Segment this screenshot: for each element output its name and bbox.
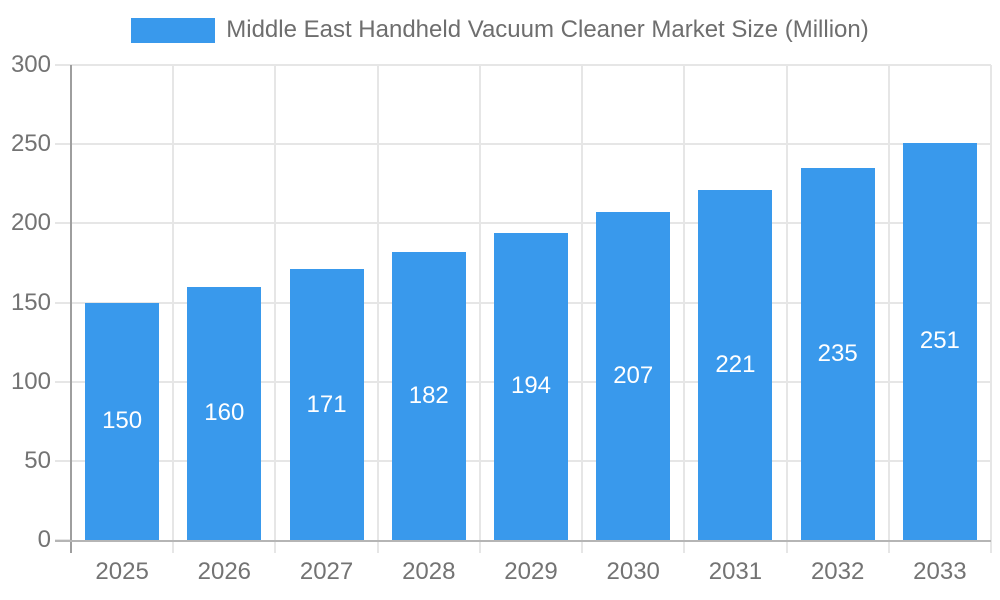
gridline-x-5 bbox=[581, 65, 584, 553]
x-axis-label-2025: 2025 bbox=[95, 558, 149, 585]
y-axis-label-300: 300 bbox=[10, 51, 51, 78]
bar-2025[interactable] bbox=[85, 302, 160, 540]
legend-label: Middle East Handheld Vacuum Cleaner Mark… bbox=[226, 16, 869, 43]
y-tick-100 bbox=[55, 380, 71, 383]
x-axis-label-2033: 2033 bbox=[913, 558, 967, 585]
gridline-y-200 bbox=[71, 222, 991, 225]
gridline-x-4 bbox=[478, 65, 481, 553]
y-tick-50 bbox=[55, 459, 71, 462]
bar-value-2030: 207 bbox=[613, 362, 654, 390]
legend[interactable]: Middle East Handheld Vacuum Cleaner Mark… bbox=[0, 17, 1000, 43]
bar-2033[interactable] bbox=[902, 142, 977, 540]
bar-value-2032: 235 bbox=[817, 339, 858, 367]
bar-2031[interactable] bbox=[698, 190, 773, 540]
gridline-x-8 bbox=[887, 65, 890, 553]
y-axis-line bbox=[70, 65, 72, 553]
gridline-y-250 bbox=[71, 143, 991, 146]
bar-value-2033: 251 bbox=[919, 327, 960, 355]
legend-swatch bbox=[131, 17, 216, 43]
x-axis-label-2026: 2026 bbox=[197, 558, 252, 585]
gridline-x-2 bbox=[274, 65, 277, 553]
y-axis-label-50: 50 bbox=[24, 446, 51, 474]
gridline-x-7 bbox=[785, 65, 788, 553]
x-axis-label-2032: 2032 bbox=[810, 558, 865, 585]
bar-2027[interactable] bbox=[289, 269, 364, 540]
y-tick-250 bbox=[55, 143, 71, 146]
y-axis-label-0: 0 bbox=[37, 526, 51, 553]
bar-value-2025: 150 bbox=[102, 407, 143, 435]
bar-value-2029: 194 bbox=[510, 372, 552, 400]
x-axis-line bbox=[55, 540, 991, 542]
y-axis-label-200: 200 bbox=[10, 209, 51, 237]
x-axis-label-2030: 2030 bbox=[606, 558, 660, 585]
bar-value-2028: 182 bbox=[408, 381, 449, 409]
gridline-x-9 bbox=[990, 65, 992, 553]
bar-2029[interactable] bbox=[494, 232, 568, 540]
y-axis-label-100: 100 bbox=[10, 367, 51, 395]
y-tick-300 bbox=[55, 64, 71, 66]
gridline-x-6 bbox=[683, 65, 686, 553]
gridline-x-3 bbox=[376, 65, 379, 553]
x-axis-label-2029: 2029 bbox=[504, 558, 558, 585]
y-axis-label-250: 250 bbox=[10, 130, 51, 158]
bar-2030[interactable] bbox=[596, 212, 671, 540]
x-axis-label-2031: 2031 bbox=[708, 558, 763, 585]
bar-value-2031: 221 bbox=[715, 351, 756, 379]
bar-2028[interactable] bbox=[391, 251, 466, 540]
y-axis-label-150: 150 bbox=[10, 288, 51, 316]
y-tick-200 bbox=[55, 222, 71, 225]
x-axis-label-2027: 2027 bbox=[299, 558, 354, 585]
y-tick-150 bbox=[55, 301, 71, 304]
gridline-y-300 bbox=[71, 64, 991, 66]
bar-value-2027: 171 bbox=[306, 390, 347, 418]
bar-value-2026: 160 bbox=[204, 399, 245, 427]
gridline-x-1 bbox=[172, 65, 175, 553]
x-axis-label-2028: 2028 bbox=[402, 558, 456, 585]
bar-2032[interactable] bbox=[800, 167, 875, 540]
bar-2026[interactable] bbox=[187, 286, 262, 540]
